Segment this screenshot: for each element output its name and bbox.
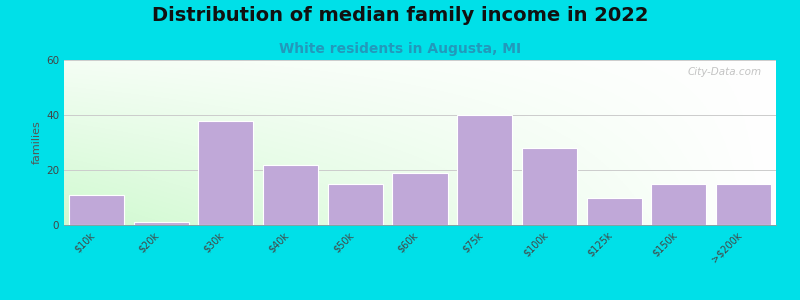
Bar (69, 195, 124, 225)
Bar (134, 222, 189, 225)
Y-axis label: families: families (32, 121, 42, 164)
Bar (651, 184, 706, 225)
Text: City-Data.com: City-Data.com (688, 67, 762, 76)
Bar (263, 164, 318, 225)
Text: Distribution of median family income in 2022: Distribution of median family income in … (152, 6, 648, 25)
Bar (198, 121, 254, 225)
Bar (393, 173, 447, 225)
Text: White residents in Augusta, MI: White residents in Augusta, MI (279, 42, 521, 56)
Bar (458, 115, 512, 225)
Bar (586, 197, 642, 225)
Bar (328, 184, 382, 225)
Bar (522, 148, 577, 225)
Bar (716, 184, 771, 225)
